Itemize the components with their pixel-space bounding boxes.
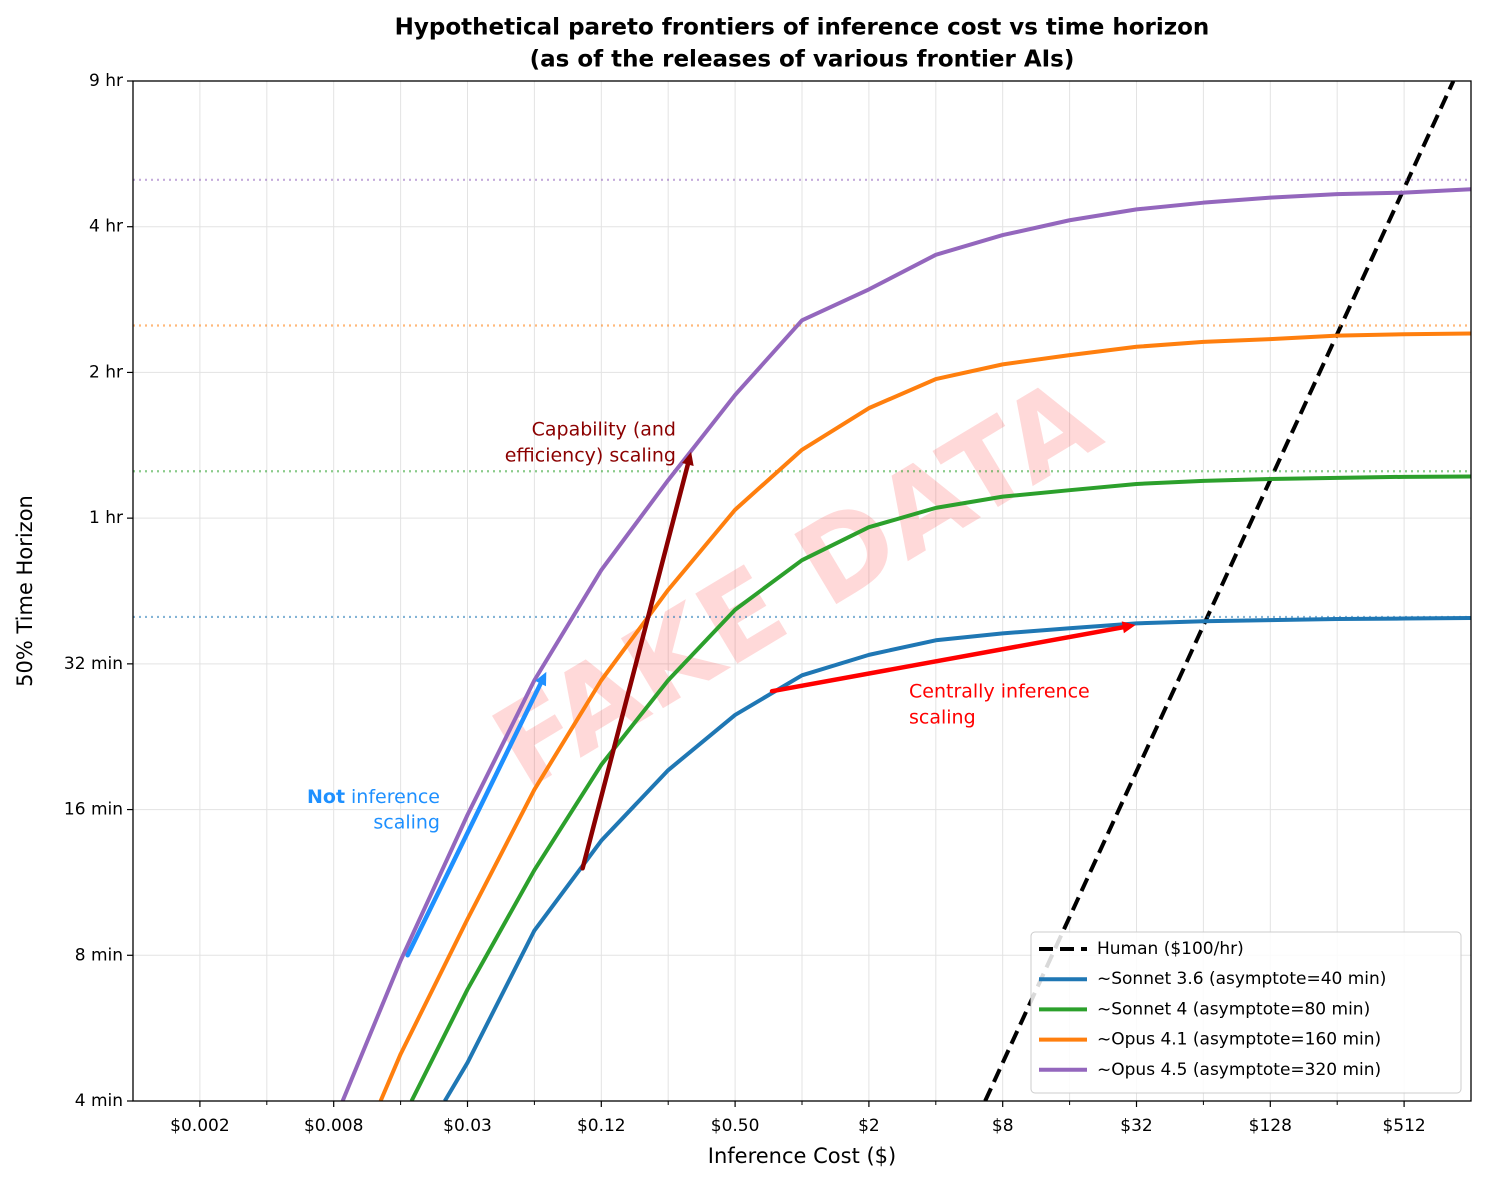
x-tick-label: $8 xyxy=(992,1116,1014,1136)
legend-label: ~Opus 4.1 (asymptote=160 min) xyxy=(1097,1030,1381,1050)
x-tick-label: $128 xyxy=(1249,1116,1292,1136)
annotation-text: Capability (and xyxy=(532,419,676,441)
arrow-head xyxy=(682,451,694,467)
axes: 4 min 8 min 16 min 32 min 1 hr 2 hr 4 hr 9 hr $0… xyxy=(64,71,1472,1136)
x-tick-label: $32 xyxy=(1120,1116,1152,1136)
annotation-text: Centrally inference xyxy=(909,681,1090,703)
x-tick-label: $0.12 xyxy=(577,1116,626,1136)
plot-frame xyxy=(132,80,1472,1102)
arrow-head xyxy=(535,671,547,687)
x-tick-label: $0.008 xyxy=(304,1116,363,1136)
y-tick-label: 4 hr xyxy=(89,217,123,237)
annotation-arrow xyxy=(405,681,543,958)
legend-label: ~Opus 4.5 (asymptote=320 min) xyxy=(1097,1060,1381,1080)
x-tick-label: $0.002 xyxy=(170,1116,229,1136)
y-axis-label: 50% Time Horizon xyxy=(13,495,37,687)
y-tick-label: 32 min xyxy=(64,654,123,674)
chart-subtitle: (as of the releases of various frontier … xyxy=(530,47,1075,73)
y-tick-label: 8 min xyxy=(75,945,123,965)
annotation-text: scaling xyxy=(909,707,976,729)
y-tick-label: 2 hr xyxy=(89,362,123,382)
annotation-text: scaling xyxy=(373,812,440,834)
y-tick-label: 16 min xyxy=(64,800,123,820)
y-tick-label: 9 hr xyxy=(89,71,123,91)
legend-label: ~Sonnet 4 (asymptote=80 min) xyxy=(1097,999,1370,1019)
x-tick-label: $2 xyxy=(858,1116,880,1136)
y-tick-label: 4 min xyxy=(75,1091,123,1111)
chart-title: Hypothetical pareto frontiers of inferen… xyxy=(395,15,1210,41)
legend: Human ($100/hr) ~Sonnet 3.6 (asymptote=40… xyxy=(1030,931,1462,1094)
frontier-line xyxy=(340,187,1471,1101)
annotation-emphasis: Not xyxy=(307,786,345,808)
legend-box xyxy=(1030,931,1462,1094)
legend-label: ~Sonnet 3.6 (asymptote=40 min) xyxy=(1097,969,1386,989)
annotation-arrow xyxy=(580,462,691,871)
annotation-arrow xyxy=(769,625,1126,694)
frontier-line xyxy=(409,474,1471,1101)
x-tick-label: $0.50 xyxy=(711,1116,760,1136)
reference-line xyxy=(983,81,1456,1101)
legend-label: Human ($100/hr) xyxy=(1097,939,1244,959)
frontier-line xyxy=(443,616,1471,1101)
x-axis-label: Inference Cost ($) xyxy=(708,1144,896,1168)
frontier-line xyxy=(378,331,1471,1101)
x-tick-label: $512 xyxy=(1382,1116,1425,1136)
x-tick-label: $0.03 xyxy=(443,1116,492,1136)
y-tick-label: 1 hr xyxy=(89,508,123,528)
annotation-text: efficiency) scaling xyxy=(505,445,676,467)
annotation-text: inference xyxy=(351,786,440,808)
arrow-head xyxy=(1121,621,1136,634)
annotation-text: Not inference xyxy=(307,786,440,808)
